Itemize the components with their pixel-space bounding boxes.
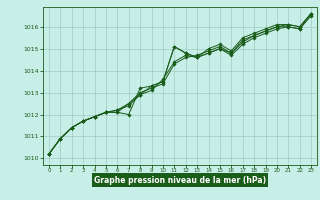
X-axis label: Graphe pression niveau de la mer (hPa): Graphe pression niveau de la mer (hPa) (94, 176, 266, 185)
